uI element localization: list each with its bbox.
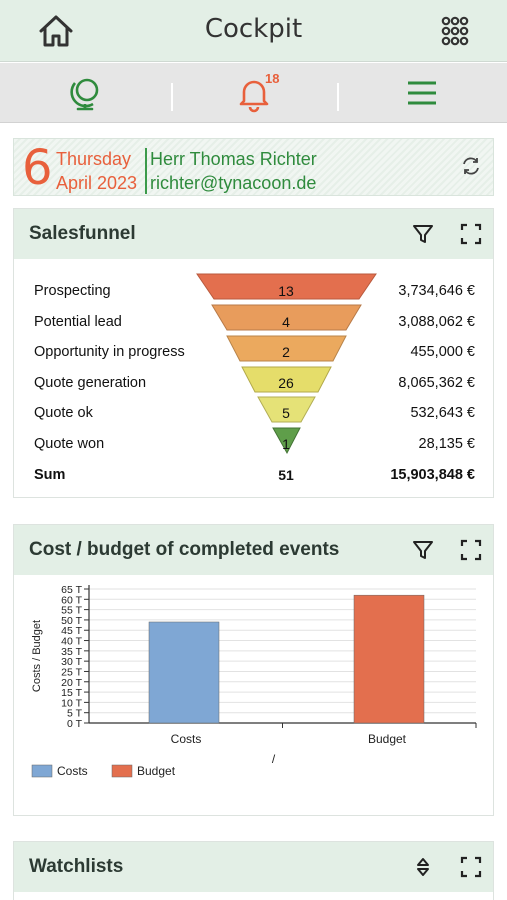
nav-separator xyxy=(171,83,173,111)
funnel-graphic xyxy=(196,273,377,455)
funnel-row[interactable]: Quote ok 5 532,643 € xyxy=(14,399,493,429)
date-day: 6 xyxy=(22,140,53,196)
x-axis-label: / xyxy=(272,752,276,766)
y-tick-label: 0 T xyxy=(67,718,83,730)
cost-budget-header: Cost / budget of completed events xyxy=(14,525,493,575)
bell-icon[interactable] xyxy=(234,73,274,113)
funnel-row[interactable]: Quote won 1 28,135 € xyxy=(14,430,493,460)
funnel-stage-amount: 455,000 € xyxy=(410,344,475,360)
funnel-sum-row: Sum 51 15,903,848 € xyxy=(14,461,493,491)
funnel-row[interactable]: Opportunity in progress 2 455,000 € xyxy=(14,338,493,368)
menu-icon[interactable] xyxy=(402,73,442,113)
funnel-stage-amount: 28,135 € xyxy=(418,436,475,452)
fullscreen-icon[interactable] xyxy=(459,222,483,246)
y-tick-label: 25 T xyxy=(61,666,82,678)
cost-budget-title: Cost / budget of completed events xyxy=(29,539,340,560)
funnel-stage-label: Quote ok xyxy=(34,405,93,421)
nav-bar: 18 xyxy=(0,63,507,123)
y-tick-label: 40 T xyxy=(61,636,82,648)
filter-icon[interactable] xyxy=(411,222,435,246)
funnel-sum-count: 51 xyxy=(278,467,294,483)
refresh-icon[interactable] xyxy=(460,155,482,177)
funnel-stage-label: Prospecting xyxy=(34,283,111,299)
sort-icon[interactable] xyxy=(411,855,435,879)
funnel-stage-amount: 8,065,362 € xyxy=(398,375,475,391)
home-icon[interactable] xyxy=(38,14,74,48)
funnel-stage-count: 4 xyxy=(282,314,290,330)
notification-badge: 18 xyxy=(265,71,280,86)
top-bar: Cockpit xyxy=(0,0,507,62)
filter-icon[interactable] xyxy=(411,538,435,562)
funnel-segment-quote-won[interactable] xyxy=(272,427,301,455)
date-user-bar: 6 Thursday April 2023 Herr Thomas Richte… xyxy=(13,138,494,196)
salesfunnel-title: Salesfunnel xyxy=(29,223,136,244)
salesfunnel-card: Salesfunnel Prospecting 13 3,734,646 € Pote… xyxy=(13,208,494,498)
funnel-stage-label: Quote generation xyxy=(34,375,147,391)
date-month-year: April 2023 xyxy=(56,173,138,193)
funnel-segment-potential-lead[interactable] xyxy=(211,304,362,331)
y-tick-label: 35 T xyxy=(61,646,82,658)
funnel-stage-amount: 3,734,646 € xyxy=(398,283,475,299)
user-name: Herr Thomas Richter xyxy=(150,149,317,169)
x-tick-label: Costs xyxy=(171,732,202,746)
y-tick-label: 20 T xyxy=(61,677,82,689)
nav-separator xyxy=(337,83,339,111)
cost-budget-chart: 0 T5 T10 T15 T20 T25 T30 T35 T40 T45 T50… xyxy=(31,584,477,778)
watchlists-title: Watchlists xyxy=(29,856,124,877)
watchlists-header: Watchlists xyxy=(14,842,493,892)
funnel-segment-prospecting[interactable] xyxy=(196,273,377,300)
x-tick-label: Budget xyxy=(368,732,407,746)
funnel-row[interactable]: Quote generation 26 8,065,362 € xyxy=(14,369,493,399)
user-email: richter@tynacoon.de xyxy=(150,173,317,193)
bar-budget[interactable] xyxy=(353,594,425,724)
y-tick-label: 60 T xyxy=(61,594,82,606)
funnel-stage-count: 13 xyxy=(278,283,294,299)
y-tick-label: 55 T xyxy=(61,605,82,617)
funnel-stage-count: 1 xyxy=(282,436,290,452)
watchlists-card: Watchlists xyxy=(13,841,494,900)
funnel-sum-label: Sum xyxy=(34,467,66,483)
y-tick-label: 15 T xyxy=(61,687,82,699)
legend-label[interactable]: Budget xyxy=(137,764,176,778)
funnel-row[interactable]: Potential lead 4 3,088,062 € xyxy=(14,308,493,338)
funnel-stage-count: 5 xyxy=(282,405,290,421)
y-tick-label: 10 T xyxy=(61,697,82,709)
funnel-row[interactable]: Prospecting 13 3,734,646 € xyxy=(14,277,493,307)
divider xyxy=(145,148,147,194)
y-tick-label: 45 T xyxy=(61,625,82,637)
bar-costs[interactable] xyxy=(148,621,220,724)
legend-label[interactable]: Costs xyxy=(57,764,88,778)
funnel-stage-count: 2 xyxy=(282,344,290,360)
y-tick-label: 65 T xyxy=(61,584,82,596)
apps-grid-icon[interactable] xyxy=(440,14,470,48)
legend-swatch xyxy=(31,764,53,778)
y-tick-label: 5 T xyxy=(67,708,83,720)
funnel-stage-label: Opportunity in progress xyxy=(34,344,185,360)
fullscreen-icon[interactable] xyxy=(459,855,483,879)
date-weekday: Thursday xyxy=(56,149,132,169)
y-tick-label: 30 T xyxy=(61,656,82,668)
y-axis-label: Costs / Budget xyxy=(31,620,43,692)
salesfunnel-header: Salesfunnel xyxy=(14,209,493,259)
page-title: Cockpit xyxy=(204,14,303,44)
funnel-segment-quote-generation[interactable] xyxy=(241,366,332,393)
funnel-segment-opportunity[interactable] xyxy=(226,335,347,362)
funnel-sum-amount: 15,903,848 € xyxy=(390,467,475,483)
funnel-stage-amount: 3,088,062 € xyxy=(398,314,475,330)
y-tick-label: 50 T xyxy=(61,615,82,627)
funnel-segment-quote-ok[interactable] xyxy=(257,396,316,423)
legend-swatch xyxy=(111,764,133,778)
fullscreen-icon[interactable] xyxy=(459,538,483,562)
funnel-stage-count: 26 xyxy=(278,375,294,391)
globe-icon[interactable] xyxy=(66,73,106,113)
funnel-stage-label: Potential lead xyxy=(34,314,122,330)
funnel-stage-amount: 532,643 € xyxy=(410,405,475,421)
funnel-stage-label: Quote won xyxy=(34,436,105,452)
